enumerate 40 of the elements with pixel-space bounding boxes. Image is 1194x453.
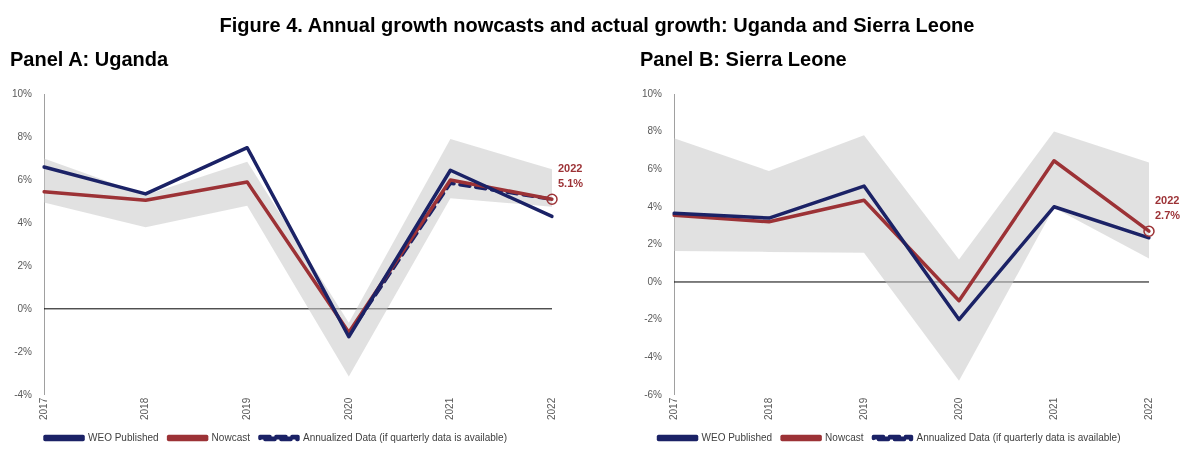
legend-label: Annualized Data (if quarterly data is available)	[916, 431, 1121, 443]
legend-label: WEO Published	[701, 431, 773, 443]
legend-label: Annualized Data (if quarterly data is available)	[302, 431, 507, 443]
y-tick-label: 0%	[647, 275, 663, 287]
y-tick-label: -2%	[14, 345, 33, 357]
y-tick-label: -4%	[14, 388, 33, 400]
y-tick-label: -2%	[644, 313, 663, 325]
x-tick-label: 2017	[667, 397, 679, 420]
text: Figure 4. Annual growth nowcasts and actual growth: Uganda and Sierra Leone	[218, 14, 976, 37]
legend-label: Nowcast	[211, 431, 251, 443]
x-tick-label: 2018	[139, 397, 151, 420]
y-tick-label: 8%	[17, 130, 33, 142]
y-tick-label: 4%	[647, 200, 663, 212]
y-tick-label: 0%	[17, 302, 33, 314]
y-tick-label: -4%	[644, 350, 663, 362]
y-tick-label: 2%	[17, 259, 33, 271]
x-tick-label: 2020	[342, 397, 354, 420]
x-tick-label: 2021	[1047, 397, 1059, 420]
chart-subtitle: Panel A: Uganda	[10, 48, 170, 72]
y-tick-label: 4%	[17, 216, 33, 228]
legend-label: Nowcast	[825, 431, 864, 443]
x-tick-label: 2019	[240, 397, 252, 420]
x-tick-label: 2020	[952, 397, 964, 420]
y-tick-label: 2%	[647, 238, 663, 250]
annotation: 2022 2.7%	[1155, 194, 1181, 222]
y-tick-label: -6%	[644, 388, 663, 400]
x-tick-label: 2019	[857, 397, 869, 420]
y-tick-label: 10%	[12, 87, 33, 99]
x-tick-label: 2017	[37, 397, 49, 420]
chart-subtitle: Panel B: Sierra Leone	[640, 48, 848, 72]
y-tick-label: 6%	[647, 162, 663, 174]
annotation: 2022 5.1%	[558, 162, 584, 190]
x-tick-label: 2022	[1142, 397, 1154, 420]
y-tick-label: 8%	[647, 125, 663, 137]
legend-label: WEO Published	[88, 431, 159, 443]
x-tick-label: 2022	[545, 397, 557, 420]
y-tick-label: 10%	[642, 87, 663, 99]
y-tick-label: 6%	[17, 173, 33, 185]
x-tick-label: 2018	[762, 397, 774, 420]
x-tick-label: 2021	[444, 397, 456, 420]
